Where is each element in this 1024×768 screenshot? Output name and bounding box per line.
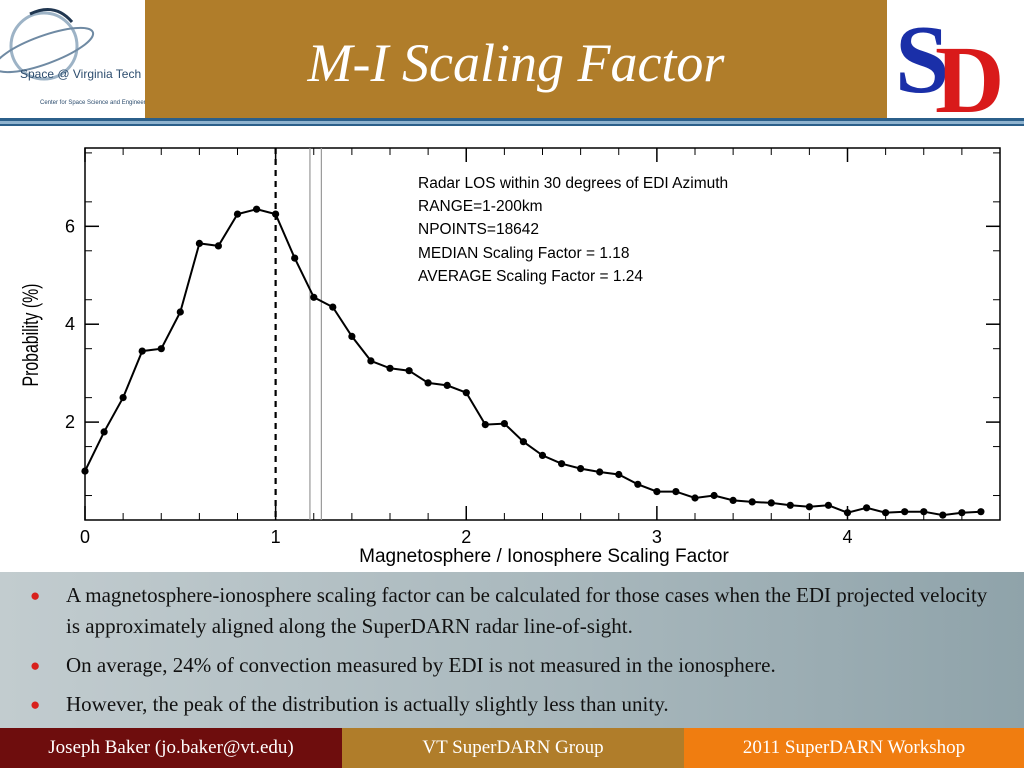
x-tick-label: 3 <box>652 527 662 547</box>
y-tick-label: 2 <box>65 412 75 432</box>
svg-text:S: S <box>895 6 950 114</box>
bullet-text: A magnetosphere-ionosphere scaling facto… <box>66 583 988 638</box>
data-point <box>138 347 146 355</box>
data-point <box>901 508 909 516</box>
data-point <box>691 494 699 502</box>
data-point <box>596 468 604 476</box>
header-stripe <box>0 118 1024 126</box>
data-point <box>786 501 794 509</box>
bullet-panel: ● A magnetosphere-ionosphere scaling fact… <box>0 572 1024 728</box>
data-point <box>653 488 661 496</box>
data-point <box>500 420 508 428</box>
data-point <box>615 470 623 479</box>
data-point <box>729 496 737 504</box>
data-point <box>100 428 108 436</box>
data-point <box>348 332 356 340</box>
bullet-item: ● On average, 24% of convection measured … <box>28 650 1004 681</box>
data-point <box>214 242 222 250</box>
annotation-line: MEDIAN Scaling Factor = 1.18 <box>418 245 630 262</box>
data-point <box>291 254 299 262</box>
x-tick-label: 2 <box>461 527 471 547</box>
x-tick-label: 0 <box>80 527 90 547</box>
annotation-line: NPOINTS=18642 <box>418 221 539 238</box>
data-point <box>405 367 413 375</box>
title-banner: Space @ Virginia Tech Center for Space S… <box>0 0 1024 118</box>
data-point <box>272 210 280 218</box>
bullet-item: ● However, the peak of the distribution i… <box>28 689 1004 720</box>
footer-author: Joseph Baker (jo.baker@vt.edu) <box>0 728 342 768</box>
footer-event: 2011 SuperDARN Workshop <box>684 728 1024 768</box>
data-point <box>195 239 203 247</box>
data-point <box>767 499 775 507</box>
data-point <box>443 381 451 389</box>
annotation-line: RANGE=1-200km <box>418 198 542 215</box>
data-point <box>577 465 585 473</box>
footer-group: VT SuperDARN Group <box>342 728 684 768</box>
data-point <box>634 480 642 488</box>
data-point <box>176 308 184 316</box>
x-axis-label: Magnetosphere / Ionosphere Scaling Facto… <box>359 546 729 567</box>
data-point <box>310 293 318 301</box>
data-point <box>462 389 470 397</box>
svg-text:Space @ Virginia Tech: Space @ Virginia Tech <box>20 67 141 81</box>
svg-text:D: D <box>935 26 1004 118</box>
data-point <box>81 467 89 475</box>
data-point <box>710 491 718 500</box>
bullet-text: On average, 24% of convection measured b… <box>66 653 776 677</box>
data-point <box>538 451 547 459</box>
data-point <box>843 509 852 517</box>
bullet-item: ● A magnetosphere-ionosphere scaling fact… <box>28 580 1004 642</box>
bullet-text: However, the peak of the distribution is… <box>66 692 669 716</box>
scaling-factor-chart: 2 4 6 0 1 2 3 4 Probability (%) Magnetosphere … <box>20 147 1001 567</box>
y-tick-label: 4 <box>65 314 75 334</box>
x-tick-label: 1 <box>271 527 281 547</box>
data-point <box>519 438 528 446</box>
space-virginia-tech-logo: Space @ Virginia Tech Center for Space S… <box>0 0 145 118</box>
data-point <box>939 511 947 519</box>
data-point <box>481 421 489 429</box>
data-point <box>424 379 432 387</box>
bullet-dot-icon: ● <box>30 695 41 714</box>
data-point <box>386 364 394 372</box>
data-point <box>329 303 337 311</box>
data-point <box>748 498 756 506</box>
y-tick-label: 6 <box>65 216 75 236</box>
data-point <box>233 210 242 218</box>
data-point <box>920 508 928 516</box>
annotation-line: Radar LOS within 30 degrees of EDI Azimu… <box>418 175 728 192</box>
data-point <box>558 460 566 468</box>
footer: Joseph Baker (jo.baker@vt.edu) VT SuperD… <box>0 728 1024 768</box>
data-point <box>977 508 985 516</box>
data-point <box>882 509 890 517</box>
y-axis-label: Probability (%) <box>20 284 44 387</box>
data-point <box>824 501 833 509</box>
data-point <box>157 345 165 353</box>
bullet-dot-icon: ● <box>30 656 41 675</box>
svg-text:Center for Space Science and E: Center for Space Science and Engineering… <box>40 100 145 106</box>
annotation-line: AVERAGE Scaling Factor = 1.24 <box>418 268 643 285</box>
page-title: M-I Scaling Factor <box>307 33 725 93</box>
data-point <box>253 205 261 213</box>
data-point <box>805 503 814 511</box>
plot-frame <box>84 147 1001 521</box>
data-point <box>863 504 871 512</box>
bullet-dot-icon: ● <box>30 586 41 605</box>
data-point <box>958 509 966 517</box>
data-point <box>672 488 680 496</box>
superdarn-logo: S D <box>887 0 1024 118</box>
x-tick-label: 4 <box>842 527 852 547</box>
data-point <box>119 394 127 402</box>
data-point <box>367 357 375 365</box>
